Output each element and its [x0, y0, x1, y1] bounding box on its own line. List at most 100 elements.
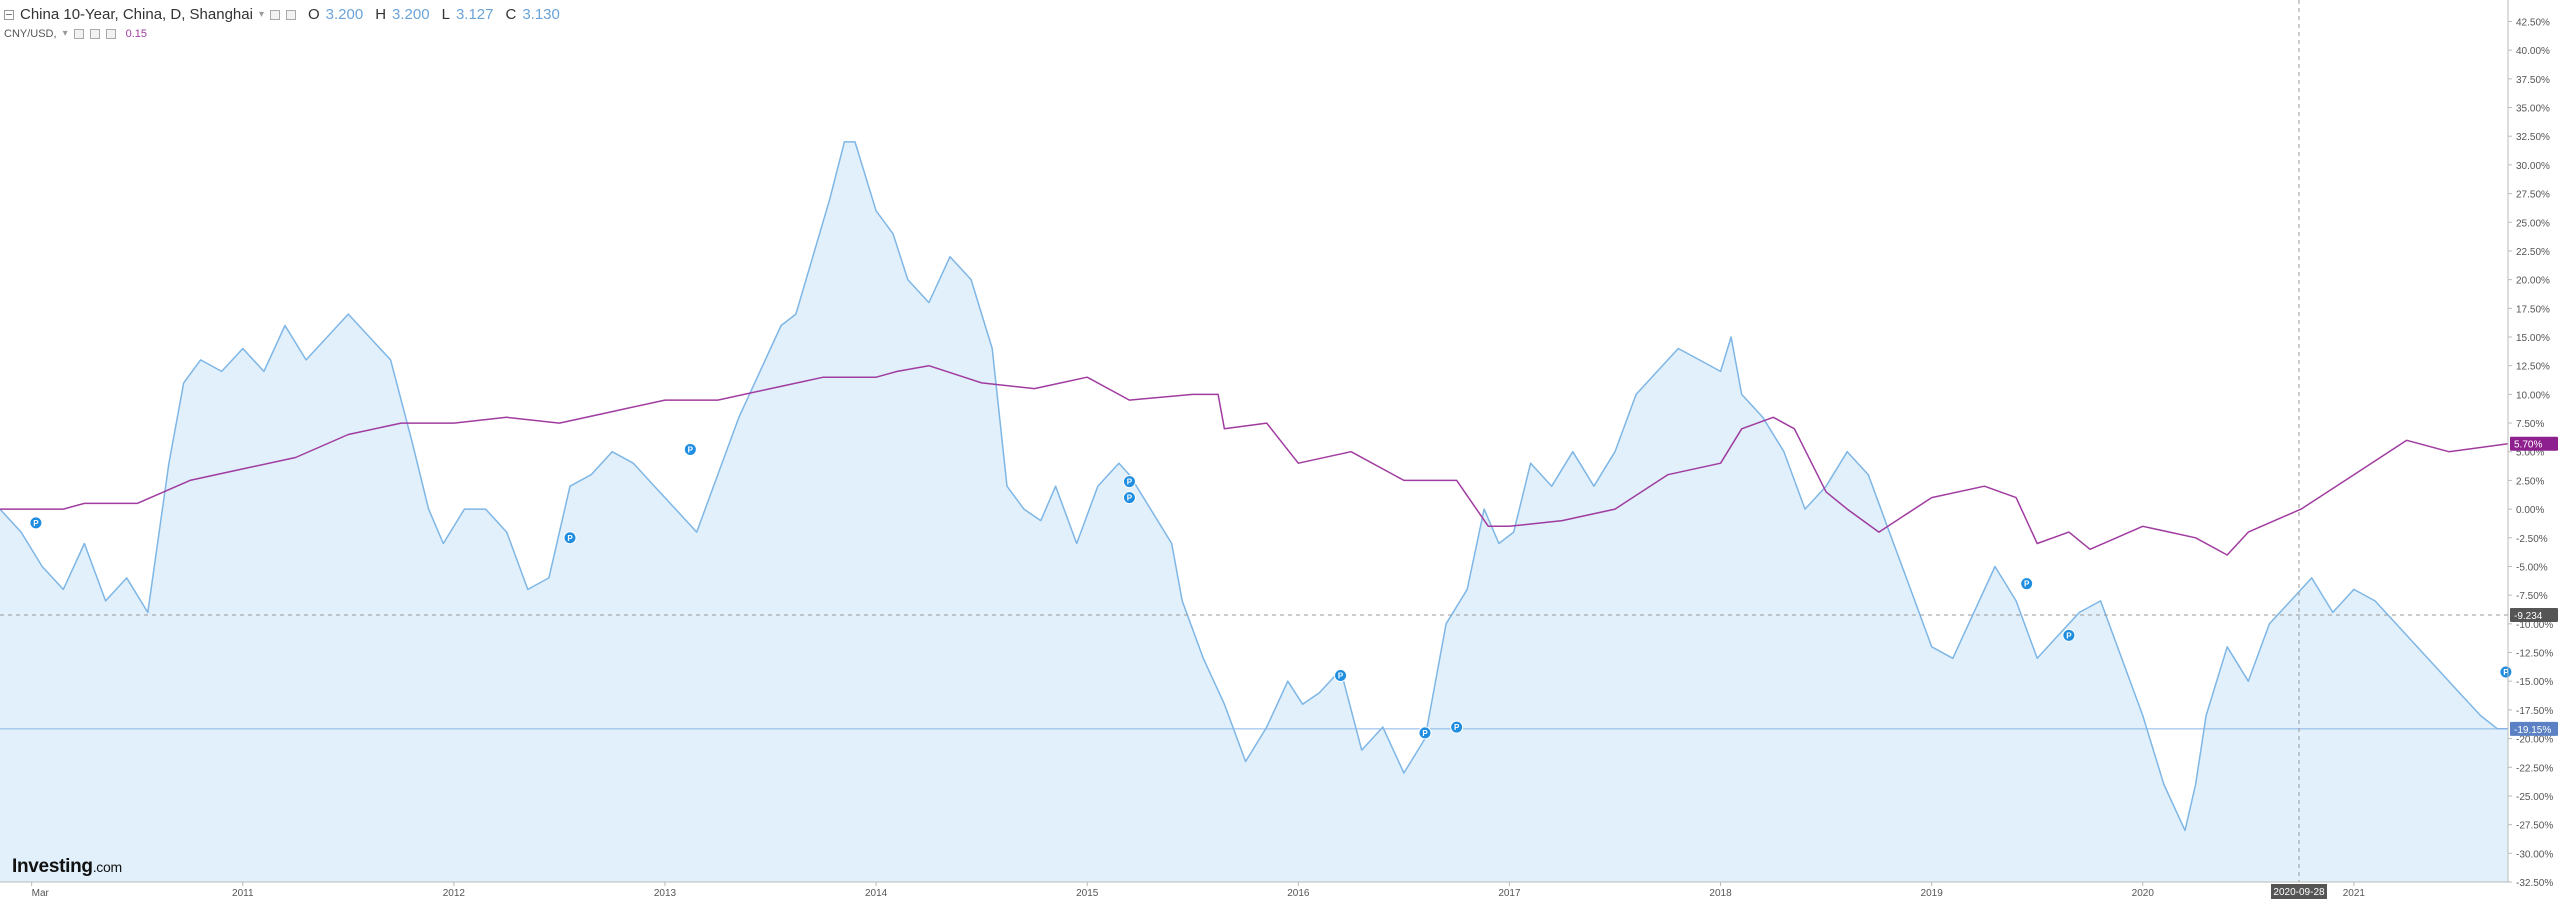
y-tick-label: -25.00% — [2516, 792, 2553, 803]
chevron-down-icon[interactable]: ▾ — [258, 9, 264, 20]
crosshair-date-tag: 2020-09-28 — [2271, 884, 2327, 899]
logo-main: Investing — [12, 856, 93, 877]
collapse-icon[interactable] — [4, 10, 14, 20]
x-tick-label: Mar — [32, 888, 50, 899]
event-marker[interactable]: P — [1334, 668, 1348, 682]
crosshair-price-tag-bg — [2510, 608, 2558, 623]
bond-area-fill — [0, 141, 2508, 882]
y-tick-label: -7.50% — [2516, 591, 2548, 602]
settings-icon[interactable] — [89, 29, 100, 39]
x-tick-label: 2020 — [2132, 888, 2155, 899]
y-tick-label: 32.50% — [2516, 132, 2550, 143]
bond-last-tag: -19.15% — [2510, 721, 2558, 736]
low-label: L — [441, 6, 450, 23]
event-marker-glyph: P — [1454, 723, 1460, 732]
chevron-down-icon[interactable]: ▾ — [62, 28, 68, 39]
event-marker-glyph: P — [1422, 729, 1428, 738]
low-value: 3.127 — [455, 6, 494, 23]
x-tick-label: 2017 — [1498, 888, 1521, 899]
close-icon[interactable] — [105, 29, 116, 39]
y-tick-label: 42.50% — [2516, 17, 2550, 28]
y-tick-label: 5.00% — [2516, 448, 2544, 459]
y-tick-label: 7.50% — [2516, 419, 2544, 430]
y-tick-label: 25.00% — [2516, 218, 2550, 229]
event-marker-dot[interactable] — [2062, 628, 2076, 642]
overlay-value: 0.15 — [125, 28, 148, 40]
event-marker[interactable]: P — [2062, 628, 2076, 642]
event-marker-dot[interactable] — [1334, 668, 1348, 682]
logo-suffix: .com — [92, 859, 122, 875]
event-marker-dot[interactable] — [563, 531, 577, 545]
visibility-icon[interactable] — [73, 29, 84, 39]
x-tick-label: 2021 — [2343, 888, 2366, 899]
y-tick-label: 20.00% — [2516, 276, 2550, 287]
y-tick-label: 37.50% — [2516, 75, 2550, 86]
close-label: C — [505, 6, 517, 23]
event-marker-glyph: P — [688, 445, 694, 454]
y-tick-label: -2.50% — [2516, 534, 2548, 545]
y-tick-label: 10.00% — [2516, 390, 2550, 401]
investing-logo[interactable]: Investing.com — [12, 856, 122, 878]
bond-last-tag-bg — [2510, 721, 2558, 736]
event-marker-glyph: P — [1338, 671, 1344, 680]
x-tick-label: 2011 — [232, 888, 254, 899]
fx-series-line[interactable] — [0, 364, 2509, 556]
event-marker[interactable]: P — [1450, 720, 1464, 734]
x-tick-label: 2015 — [1076, 888, 1099, 899]
y-tick-label: -27.50% — [2516, 821, 2553, 832]
fx-last-tag-text: 5.70% — [2514, 440, 2542, 451]
settings-icon[interactable] — [269, 10, 280, 20]
event-marker-dot[interactable] — [1122, 491, 1136, 505]
y-tick-label: -5.00% — [2516, 562, 2548, 573]
close-icon[interactable] — [285, 10, 296, 20]
fx-last-tag-bg — [2510, 436, 2558, 451]
y-tick-label: 12.50% — [2516, 362, 2550, 373]
y-tick-label: -17.50% — [2516, 706, 2553, 717]
main-series-legend: China 10-Year, China, D, Shanghai ▾ O 3.2… — [4, 6, 560, 24]
bond-last-tag-text: -19.15% — [2514, 725, 2551, 736]
event-marker-glyph: P — [2503, 668, 2509, 677]
event-marker[interactable]: P — [2020, 577, 2034, 591]
y-tick-label: -32.50% — [2516, 878, 2553, 889]
overlay-legend: CNY/USD, ▾ 0.15 — [4, 25, 560, 43]
y-tick-label: 15.00% — [2516, 333, 2550, 344]
bond-series-line[interactable] — [0, 141, 2508, 832]
event-marker-glyph: P — [1127, 494, 1133, 503]
y-tick-label: -15.00% — [2516, 677, 2553, 688]
event-marker-glyph: P — [33, 519, 39, 528]
y-tick-label: 22.50% — [2516, 247, 2550, 258]
crosshair-date-bg — [2271, 884, 2327, 899]
event-marker[interactable]: P — [563, 531, 577, 545]
event-marker-glyph: P — [1127, 478, 1133, 487]
event-marker[interactable]: P — [2499, 665, 2513, 679]
y-tick-label: 35.00% — [2516, 104, 2550, 115]
event-marker-dot[interactable] — [1122, 475, 1136, 489]
x-tick-label: 2016 — [1287, 888, 1310, 899]
event-marker-dot[interactable] — [2499, 665, 2513, 679]
x-tick-label: 2013 — [654, 888, 677, 899]
y-tick-label: -20.00% — [2516, 735, 2553, 746]
event-marker-dot[interactable] — [1418, 726, 1432, 740]
event-marker[interactable]: P — [1122, 475, 1136, 489]
event-marker-dot[interactable] — [29, 516, 43, 530]
event-marker-dot[interactable] — [683, 442, 697, 456]
event-marker-glyph: P — [567, 534, 573, 543]
event-marker[interactable]: P — [1418, 726, 1432, 740]
event-marker-dot[interactable] — [2020, 577, 2034, 591]
x-tick-label: 2014 — [865, 888, 888, 899]
y-tick-label: 17.50% — [2516, 304, 2550, 315]
event-marker-dot[interactable] — [1450, 720, 1464, 734]
x-tick-label: 2019 — [1921, 888, 1944, 899]
x-tick-label: 2012 — [443, 888, 466, 899]
series-title: China 10-Year, China, D, Shanghai — [20, 6, 253, 23]
event-marker[interactable]: P — [683, 442, 697, 456]
y-tick-label: 2.50% — [2516, 476, 2544, 487]
event-marker[interactable]: P — [29, 516, 43, 530]
y-tick-label: 0.00% — [2516, 505, 2544, 516]
event-marker-glyph: P — [2024, 580, 2030, 589]
event-marker[interactable]: P — [1122, 491, 1136, 505]
y-tick-label: 30.00% — [2516, 161, 2550, 172]
high-value: 3.200 — [392, 6, 430, 23]
